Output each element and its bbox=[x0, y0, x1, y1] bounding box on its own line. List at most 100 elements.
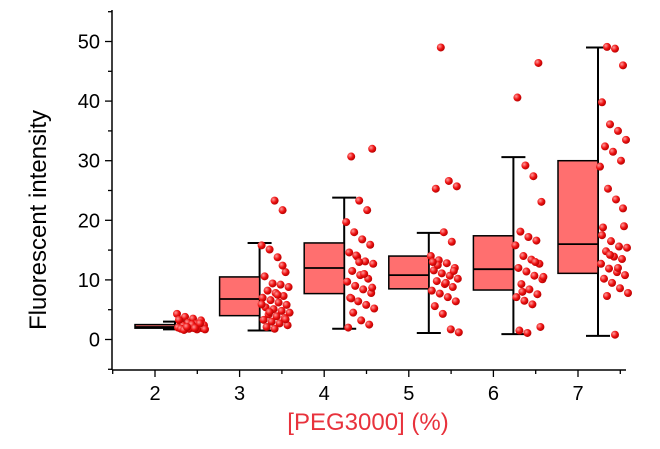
x-tick-label: 2 bbox=[149, 383, 160, 405]
data-point bbox=[447, 237, 456, 246]
data-point bbox=[615, 242, 623, 251]
data-point bbox=[265, 308, 274, 317]
data-point bbox=[342, 218, 351, 227]
data-point bbox=[611, 330, 619, 339]
data-point bbox=[532, 236, 541, 245]
data-point bbox=[262, 322, 271, 331]
data-point bbox=[600, 274, 608, 283]
data-point bbox=[616, 284, 624, 293]
data-point bbox=[259, 315, 268, 324]
data-point bbox=[623, 243, 631, 252]
data-point bbox=[267, 317, 276, 326]
data-point bbox=[181, 312, 189, 321]
data-point bbox=[525, 285, 534, 294]
data-point bbox=[370, 304, 379, 313]
data-point bbox=[621, 271, 629, 280]
data-point bbox=[437, 269, 446, 278]
data-point bbox=[347, 294, 356, 303]
box-group-5 bbox=[388, 231, 441, 334]
data-point bbox=[277, 306, 286, 315]
data-point bbox=[601, 142, 609, 151]
data-point bbox=[603, 42, 611, 51]
axes bbox=[105, 10, 626, 377]
data-point bbox=[273, 253, 282, 262]
iqr-box bbox=[472, 235, 515, 291]
data-point bbox=[352, 251, 361, 260]
data-point bbox=[620, 222, 628, 231]
data-point bbox=[427, 286, 436, 295]
data-point bbox=[606, 120, 614, 129]
data-point bbox=[201, 325, 209, 334]
data-point bbox=[360, 269, 369, 278]
y-axis-title: Fluorescent intensity bbox=[25, 110, 52, 330]
data-point bbox=[257, 241, 266, 250]
tick-labels: 0 10 20 30 40 50 2 3 4 5 6 7 bbox=[78, 32, 584, 406]
data-point bbox=[528, 300, 537, 309]
data-point bbox=[263, 286, 272, 295]
data-point bbox=[534, 58, 543, 67]
data-point bbox=[282, 300, 291, 309]
data-point bbox=[454, 328, 463, 337]
data-point bbox=[358, 235, 367, 244]
data-point bbox=[432, 277, 441, 286]
data-point bbox=[611, 44, 619, 53]
data-point bbox=[513, 93, 522, 102]
data-point bbox=[285, 308, 294, 317]
box-group-3 bbox=[218, 241, 272, 332]
data-point bbox=[516, 227, 525, 236]
data-point bbox=[351, 281, 360, 290]
y-tick-label: 40 bbox=[78, 91, 100, 113]
data-point bbox=[257, 300, 266, 309]
data-point bbox=[355, 196, 364, 205]
data-point bbox=[354, 297, 363, 306]
data-point bbox=[598, 231, 606, 240]
box-group-7 bbox=[557, 46, 610, 337]
data-point bbox=[446, 325, 455, 334]
data-point bbox=[266, 296, 275, 305]
data-point bbox=[451, 297, 460, 306]
y-tick-label: 0 bbox=[89, 330, 100, 352]
data-point bbox=[350, 228, 359, 237]
data-point bbox=[599, 223, 607, 232]
data-point bbox=[438, 309, 447, 318]
data-point bbox=[622, 135, 630, 144]
data-point bbox=[347, 152, 356, 161]
data-point bbox=[430, 302, 439, 311]
data-point bbox=[361, 257, 370, 266]
data-point bbox=[519, 252, 528, 261]
data-point bbox=[268, 279, 277, 288]
y-tick-label: 20 bbox=[78, 210, 100, 232]
data-point bbox=[279, 291, 288, 300]
data-point bbox=[618, 255, 626, 264]
data-point bbox=[275, 319, 284, 328]
data-point bbox=[278, 206, 287, 215]
data-point bbox=[260, 272, 269, 281]
data-point bbox=[617, 156, 625, 165]
data-point bbox=[614, 263, 622, 272]
data-point bbox=[539, 272, 548, 281]
data-point bbox=[522, 267, 531, 276]
data-point bbox=[281, 268, 290, 277]
data-point bbox=[366, 240, 375, 249]
data-point bbox=[368, 144, 377, 153]
data-point bbox=[191, 324, 199, 333]
data-point bbox=[357, 316, 366, 325]
data-point bbox=[523, 328, 532, 337]
data-point bbox=[536, 322, 545, 331]
data-point bbox=[276, 280, 285, 289]
data-point bbox=[436, 43, 445, 52]
x-tick-label: 5 bbox=[403, 383, 414, 405]
data-point bbox=[369, 259, 378, 268]
data-point bbox=[512, 293, 521, 302]
data-point bbox=[614, 126, 622, 135]
iqr-box bbox=[218, 276, 261, 317]
data-point bbox=[442, 259, 451, 268]
data-point bbox=[348, 266, 357, 275]
data-point bbox=[453, 274, 462, 283]
data-point bbox=[612, 195, 620, 204]
x-tick-label: 7 bbox=[572, 383, 583, 405]
x-tick-label: 3 bbox=[234, 383, 245, 405]
data-point bbox=[363, 206, 372, 215]
data-point bbox=[518, 287, 527, 296]
data-point bbox=[604, 184, 612, 193]
